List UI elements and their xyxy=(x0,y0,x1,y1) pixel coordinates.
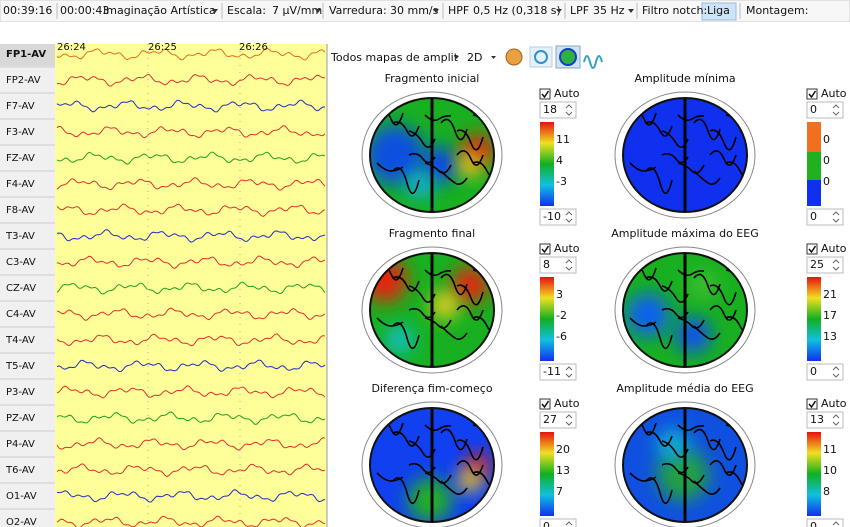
scale-tick: 3 xyxy=(556,288,563,301)
time-mark: 26:25 xyxy=(148,42,177,53)
map-title: Fragmento inicial xyxy=(385,72,480,85)
scale-tick: 0 xyxy=(823,133,830,146)
toolbar-elapsed: 00:00:43 xyxy=(60,4,109,17)
auto-label[interactable]: Auto xyxy=(554,397,580,410)
map-mode[interactable]: 2D xyxy=(467,51,482,64)
channel-label[interactable]: C3-AV xyxy=(6,257,36,268)
time-mark: 26:24 xyxy=(57,42,86,53)
channel-label[interactable]: FZ-AV xyxy=(6,153,35,164)
colorbar-mid xyxy=(807,152,821,180)
channel-label[interactable]: F3-AV xyxy=(6,127,35,138)
scale-tick: 13 xyxy=(556,464,570,477)
colorbar xyxy=(540,277,554,361)
scale-max: 27 xyxy=(543,413,557,426)
channel-label[interactable]: C4-AV xyxy=(6,309,36,320)
toolbar-scale-label: Escala: xyxy=(227,4,266,17)
channel-label[interactable]: FP1-AV xyxy=(6,49,46,60)
map-blob xyxy=(406,171,434,199)
channel-label[interactable]: T4-AV xyxy=(5,335,35,346)
channel-label[interactable]: F7-AV xyxy=(6,101,35,112)
channel-label[interactable]: PZ-AV xyxy=(6,413,35,424)
scale-max: 18 xyxy=(543,103,557,116)
toolbar-time: 00:39:16 xyxy=(3,4,52,17)
scale-tick: 11 xyxy=(823,443,837,456)
scale-tick: 13 xyxy=(823,330,837,343)
channel-label[interactable]: P4-AV xyxy=(6,439,35,450)
channel-label[interactable]: CZ-AV xyxy=(6,283,36,294)
channel-label[interactable]: F4-AV xyxy=(6,179,35,190)
toolbar-notch-label: Filtro notch: xyxy=(642,4,707,17)
channel-label[interactable]: F8-AV xyxy=(6,205,35,216)
toolbar-lpf[interactable]: 35 Hz xyxy=(593,4,625,17)
scale-tick: 0 xyxy=(823,175,830,188)
channel-label[interactable]: P3-AV xyxy=(6,387,35,398)
colorbar xyxy=(540,122,554,206)
toolbar-hpf[interactable]: 0,5 Hz (0,318 s) xyxy=(473,4,561,17)
toolbar-montage-label: Montagem: xyxy=(746,4,808,17)
map-blob xyxy=(626,293,670,337)
scale-max: 8 xyxy=(543,258,550,271)
toolbar-lpf-label: LPF xyxy=(570,4,589,17)
scale-max: 25 xyxy=(810,258,824,271)
toolbar-hpf-label: HPF xyxy=(448,4,469,17)
app-window: 00:39:16 00:00:43Imaginação Artística Esca… xyxy=(0,0,850,527)
map-title: Fragmento final xyxy=(389,227,475,240)
auto-label[interactable]: Auto xyxy=(554,242,580,255)
scale-tick: -2 xyxy=(556,309,567,322)
scale-tick: 21 xyxy=(823,288,837,301)
scale-min: -11 xyxy=(543,365,561,378)
channel-label[interactable]: O1-AV xyxy=(6,491,37,502)
scale-min: 0 xyxy=(543,520,550,527)
time-mark: 26:26 xyxy=(239,42,268,53)
channel-label[interactable]: T5-AV xyxy=(5,361,35,372)
colorbar xyxy=(807,277,821,361)
map-title: Amplitude máxima do EEG xyxy=(611,227,758,240)
scale-max: 13 xyxy=(810,413,824,426)
map-title: Diferença fim-começo xyxy=(371,382,492,395)
eeg-trace-area xyxy=(55,44,327,527)
scale-tick: -3 xyxy=(556,175,567,188)
colorbar xyxy=(807,432,821,516)
scale-tick: 4 xyxy=(556,154,563,167)
toolbar-protocol[interactable]: Imaginação Artística xyxy=(103,4,216,17)
auto-label[interactable]: Auto xyxy=(821,87,847,100)
map-title: Amplitude média do EEG xyxy=(616,382,753,395)
scale-tick: 17 xyxy=(823,309,837,322)
map-blob xyxy=(386,326,414,354)
scale-min: -10 xyxy=(543,210,561,223)
toolbar-sweep-label: Varredura: xyxy=(329,4,387,17)
auto-label[interactable]: Auto xyxy=(821,242,847,255)
scale-tick: 7 xyxy=(556,485,563,498)
colorbar xyxy=(540,432,554,516)
toolbar-sweep[interactable]: 30 mm/s xyxy=(390,4,439,17)
scale-min: 0 xyxy=(810,210,817,223)
head-icon[interactable] xyxy=(506,49,522,65)
scale-tick: 10 xyxy=(823,464,837,477)
channel-label[interactable]: T6-AV xyxy=(5,465,35,476)
scale-min: 0 xyxy=(810,520,817,527)
colorbar-top xyxy=(807,122,821,152)
scale-tick: 11 xyxy=(556,133,570,146)
auto-label[interactable]: Auto xyxy=(821,397,847,410)
scale-tick: 8 xyxy=(823,485,830,498)
scale-min: 0 xyxy=(810,365,817,378)
map-selector[interactable]: Todos mapas de amplit xyxy=(330,51,459,64)
map-icon[interactable] xyxy=(560,49,576,65)
channel-label[interactable]: FP2-AV xyxy=(6,75,41,86)
scale-max: 0 xyxy=(810,103,817,116)
scale-tick: 0 xyxy=(823,154,830,167)
map-title: Amplitude mínima xyxy=(634,72,735,85)
toolbar-scale[interactable]: 7 μV/mm xyxy=(272,4,322,17)
scale-tick: 20 xyxy=(556,443,570,456)
channel-label[interactable]: T3-AV xyxy=(5,231,35,242)
scale-tick: -6 xyxy=(556,330,567,343)
toolbar-notch[interactable]: Liga xyxy=(707,4,730,17)
map-blob xyxy=(675,317,711,353)
auto-label[interactable]: Auto xyxy=(554,87,580,100)
channel-label[interactable]: O2-AV xyxy=(6,517,37,527)
